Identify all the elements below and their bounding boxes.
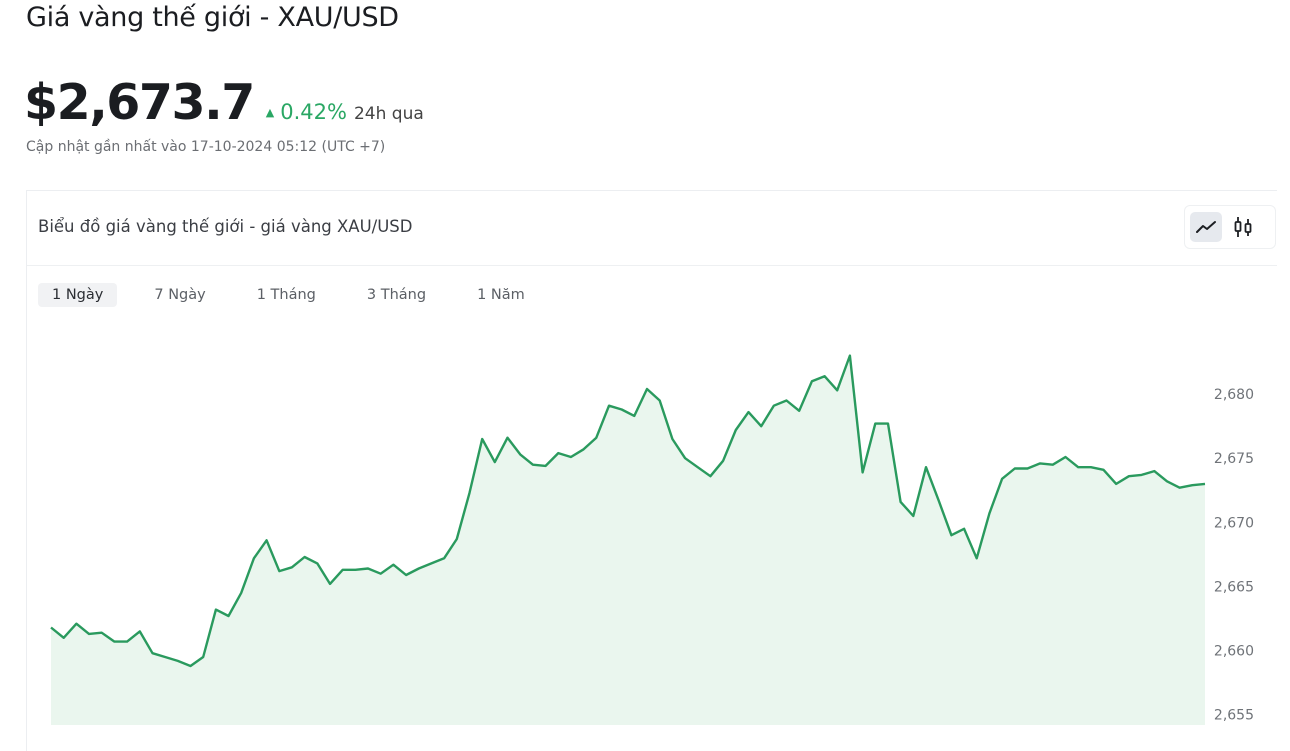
card-divider xyxy=(27,265,1277,266)
price-change: ▲ 0.42% xyxy=(266,100,347,124)
range-tabs: 1 Ngày 7 Ngày 1 Tháng 3 Tháng 1 Năm xyxy=(38,283,562,307)
candlestick-chart-button[interactable] xyxy=(1227,212,1259,242)
tab-1-day[interactable]: 1 Ngày xyxy=(38,283,117,307)
line-chart-button[interactable] xyxy=(1190,212,1222,242)
last-updated: Cập nhật gần nhất vào 17-10-2024 05:12 (… xyxy=(26,139,385,155)
tab-3-months[interactable]: 3 Tháng xyxy=(353,283,440,307)
change-period: 24h qua xyxy=(354,104,424,124)
candlestick-chart-icon xyxy=(1233,216,1253,238)
chart-card: Biểu đồ giá vàng thế giới - giá vàng XAU… xyxy=(26,190,1277,751)
current-price: $2,673.7 xyxy=(24,74,254,131)
tab-1-month[interactable]: 1 Tháng xyxy=(243,283,330,307)
change-percent: 0.42% xyxy=(280,100,347,124)
page-title: Giá vàng thế giới - XAU/USD xyxy=(26,2,399,33)
tab-7-days[interactable]: 7 Ngày xyxy=(140,283,219,307)
price-summary: $2,673.7 ▲ 0.42% 24h qua xyxy=(24,74,424,131)
chart-card-title: Biểu đồ giá vàng thế giới - giá vàng XAU… xyxy=(38,217,413,236)
line-chart-icon xyxy=(1196,220,1216,234)
chart-type-switcher xyxy=(1184,205,1276,249)
triangle-up-icon: ▲ xyxy=(266,106,274,119)
tab-1-year[interactable]: 1 Năm xyxy=(463,283,539,307)
